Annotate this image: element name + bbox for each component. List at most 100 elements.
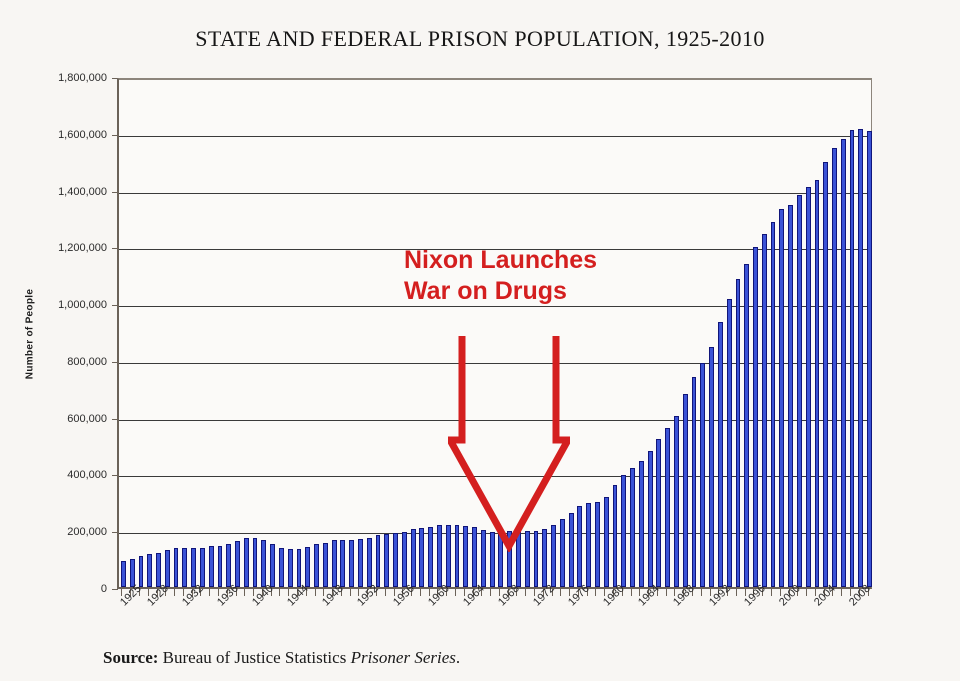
x-axis-tick <box>534 589 535 596</box>
x-axis-tick <box>700 589 702 596</box>
down-arrow-icon <box>448 336 570 552</box>
bar <box>507 531 513 587</box>
x-axis-tick <box>621 589 623 596</box>
bar <box>761 233 767 587</box>
bar <box>559 518 565 587</box>
annotation-line-2: War on Drugs <box>404 277 567 305</box>
bar <box>314 543 319 587</box>
bar <box>586 503 592 587</box>
x-axis-tick <box>121 589 123 596</box>
bar <box>445 525 451 587</box>
x-axis-tick <box>841 589 843 596</box>
gridline <box>119 135 871 137</box>
x-axis-tick <box>209 589 211 596</box>
bar <box>568 512 574 587</box>
bar <box>674 415 679 587</box>
x-axis-tick <box>235 589 237 596</box>
bar <box>410 528 416 587</box>
bar <box>147 554 153 587</box>
x-axis-tick <box>665 589 667 596</box>
bar <box>199 547 205 587</box>
bar <box>173 547 179 587</box>
x-axis-tick <box>648 589 650 596</box>
x-axis-tick <box>279 589 281 596</box>
x-axis-tick <box>174 589 176 596</box>
bar <box>428 526 434 587</box>
x-axis-tick <box>411 589 413 596</box>
y-axis-label: 0 <box>100 583 107 595</box>
bar <box>235 541 240 587</box>
bar <box>270 544 276 587</box>
bar <box>261 539 267 587</box>
bar <box>709 346 714 587</box>
gridline <box>119 249 871 251</box>
x-axis-tick <box>156 589 158 596</box>
x-axis-tick <box>472 589 474 596</box>
x-axis-tick <box>823 589 825 596</box>
y-axis-label: 600,000 <box>67 412 107 425</box>
bar <box>156 552 161 587</box>
bar <box>744 263 750 587</box>
y-axis-label: 1,600,000 <box>58 128 107 141</box>
bar <box>164 550 170 587</box>
bar <box>437 524 442 587</box>
x-axis-tick <box>384 589 386 596</box>
bar <box>120 560 126 587</box>
x-axis-tick <box>639 589 641 596</box>
x-axis-tick <box>674 589 676 596</box>
x-axis-tick <box>850 589 852 596</box>
bar <box>638 461 644 587</box>
bar <box>603 497 609 587</box>
x-axis-tick <box>419 589 421 596</box>
annotation-label: Nixon Launches War on Drugs <box>404 245 597 307</box>
x-axis-tick <box>217 589 219 596</box>
x-axis-tick <box>744 589 746 596</box>
x-axis-tick <box>270 589 272 596</box>
y-axis-label: 400,000 <box>67 469 107 482</box>
bar <box>595 501 600 587</box>
gridline <box>119 476 871 478</box>
x-axis-tick <box>560 589 562 596</box>
bar <box>182 548 188 587</box>
bar <box>138 556 144 587</box>
x-axis-tick <box>604 589 606 596</box>
page-title: STATE AND FEDERAL PRISON POPULATION, 192… <box>195 26 765 51</box>
bar <box>454 525 460 587</box>
x-axis-tick <box>630 589 632 596</box>
y-axis-label: 1,200,000 <box>58 242 107 255</box>
y-axis-tick <box>112 305 118 307</box>
x-axis-tick <box>332 589 334 596</box>
x-axis-tick <box>165 589 167 596</box>
bar <box>867 131 873 587</box>
y-axis-tick <box>112 78 118 79</box>
x-axis-tick <box>806 589 808 596</box>
x-axis-tick <box>481 589 483 596</box>
x-axis-tick <box>375 589 377 596</box>
bar <box>621 474 627 587</box>
bar <box>208 546 214 587</box>
bar <box>296 548 302 587</box>
plot-area <box>117 78 873 589</box>
x-axis-tick <box>507 589 509 596</box>
bar <box>779 209 785 587</box>
bar <box>384 534 390 587</box>
x-axis-tick <box>437 589 439 596</box>
y-axis-tick <box>112 418 118 420</box>
bar <box>533 531 539 587</box>
gridlines <box>119 79 871 587</box>
x-axis-tick <box>771 589 773 596</box>
x-axis-tick <box>753 589 755 596</box>
bar <box>191 548 197 587</box>
bar <box>717 322 723 587</box>
bar <box>612 484 618 587</box>
gridline <box>119 192 871 194</box>
bar <box>340 539 346 587</box>
bar <box>796 195 802 587</box>
x-axis-tick <box>253 589 255 596</box>
x-axis-tick <box>727 589 729 596</box>
gridline <box>119 306 871 308</box>
x-axis-tick <box>709 589 711 596</box>
x-axis-tick <box>779 589 781 596</box>
x-axis-ticks <box>117 589 872 599</box>
